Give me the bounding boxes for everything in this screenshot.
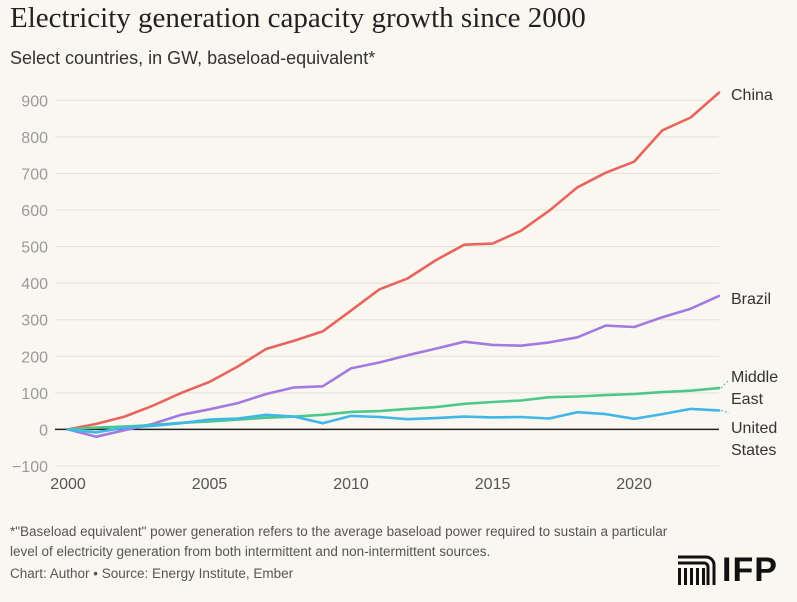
chart-title: Electricity generation capacity growth s…: [10, 2, 586, 34]
series-label: Middle East: [731, 369, 778, 408]
series-label: China: [731, 87, 773, 104]
series-line-brazil: [66, 294, 721, 439]
y-tick-label: 900: [21, 93, 48, 110]
series-label: United States: [731, 420, 777, 459]
chart-subtitle: Select countries, in GW, baseload-equiva…: [10, 48, 376, 68]
grid-lines: [55, 99, 719, 467]
footnote: *"Baseload equivalent" power generation …: [10, 524, 668, 559]
series-lines: [66, 91, 721, 439]
y-tick-label: 600: [21, 203, 48, 220]
ifp-logo: IFP: [676, 553, 778, 587]
series-line-middle-east: [66, 386, 721, 431]
x-tick-label: 2005: [192, 476, 228, 493]
series-line-united-states: [66, 407, 721, 434]
x-tick-label: 2010: [333, 476, 369, 493]
source-credit: Chart: Author • Source: Energy Institute…: [10, 566, 294, 581]
series-label: Brazil: [731, 291, 771, 308]
y-tick-label: 500: [21, 240, 48, 257]
x-tick-label: 2015: [475, 476, 511, 493]
y-tick-label: 200: [21, 349, 48, 366]
label-leader-line: [720, 379, 730, 389]
x-axis-tick-labels: 2000 2005 2010 2015 2020: [50, 476, 652, 493]
series-line-china: [66, 91, 721, 431]
label-leader-line: [720, 409, 730, 414]
y-tick-label: −100: [12, 459, 48, 476]
y-axis-tick-labels: −100 0 100 200 300 400 500 600 700 800 900: [12, 93, 48, 476]
y-tick-label: 800: [21, 130, 48, 147]
y-tick-label: 300: [21, 313, 48, 330]
logo-wordmark: IFP: [722, 551, 778, 589]
series-labels: China Brazil Middle East United States: [720, 87, 778, 459]
y-tick-label: 400: [21, 276, 48, 293]
building-columns-icon: [678, 555, 716, 585]
x-tick-label: 2020: [616, 476, 652, 493]
y-tick-label: 100: [21, 386, 48, 403]
y-tick-label: 0: [39, 422, 48, 439]
y-tick-label: 700: [21, 166, 48, 183]
x-tick-label: 2000: [50, 476, 86, 493]
